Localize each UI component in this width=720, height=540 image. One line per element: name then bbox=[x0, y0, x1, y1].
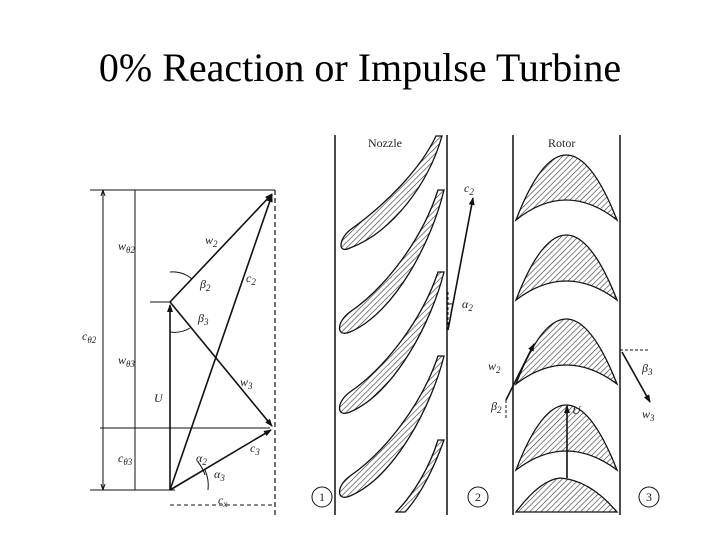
nozzle-blade bbox=[394, 439, 445, 513]
rotor-w3-vector bbox=[621, 351, 651, 403]
nozzle-alpha2-label: α2 bbox=[462, 297, 473, 313]
station-2-label: 2 bbox=[475, 490, 481, 504]
rotor-label: Rotor bbox=[548, 136, 575, 150]
rotor-blade bbox=[514, 154, 619, 223]
c3-vector bbox=[169, 429, 272, 491]
c-theta3-label: cθ3 bbox=[118, 451, 133, 467]
rotor-blade bbox=[514, 477, 619, 513]
station-1-marker bbox=[311, 486, 333, 508]
beta2-arc bbox=[169, 271, 193, 280]
rotor-u-label: U bbox=[572, 403, 582, 417]
station-1-label: 1 bbox=[319, 490, 325, 504]
station-3-label: 3 bbox=[646, 490, 652, 504]
nozzle-label: Nozzle bbox=[368, 136, 402, 150]
alpha2-arc bbox=[197, 461, 206, 476]
beta3-arc bbox=[169, 327, 191, 333]
velocity-triangle bbox=[90, 189, 276, 518]
w3-vector bbox=[169, 301, 273, 427]
cx-label: cx bbox=[218, 493, 227, 509]
c2-label: c2 bbox=[246, 271, 256, 287]
beta3-label: β3 bbox=[197, 311, 209, 327]
nozzle-blade bbox=[338, 271, 445, 414]
nozzle-blade bbox=[338, 355, 445, 498]
slide-title: 0% Reaction or Impulse Turbine bbox=[98, 45, 622, 90]
w-theta3-label: wθ3 bbox=[118, 353, 135, 369]
rotor-blade bbox=[514, 234, 619, 302]
nozzle-c2-vector bbox=[447, 197, 475, 331]
w3-label: w3 bbox=[240, 375, 253, 391]
c2-vector bbox=[169, 194, 273, 491]
c-theta2-label: cθ2 bbox=[82, 329, 97, 345]
w2-vector bbox=[169, 193, 273, 303]
alpha3-label: α3 bbox=[214, 467, 225, 483]
alpha3-arc bbox=[204, 469, 209, 491]
nozzle-blade bbox=[338, 189, 445, 334]
w2-label: w2 bbox=[205, 233, 218, 249]
nozzle-blade bbox=[340, 135, 443, 251]
beta2-label: β2 bbox=[199, 277, 211, 293]
triangle-labels: w2 c2 β2 β3 w3 U c3 α2 α3 wθ2 wθ3 cθ2 cθ… bbox=[82, 233, 260, 509]
nozzle-row: Nozzle c2 α2 bbox=[334, 135, 475, 515]
rotor-w2-vector bbox=[505, 343, 535, 401]
w-theta2-label: wθ2 bbox=[118, 239, 135, 255]
rotor-beta3-label: β3 bbox=[641, 361, 653, 377]
rotor-blade bbox=[514, 318, 619, 386]
alpha2-label: α2 bbox=[196, 451, 207, 467]
rotor-beta2-label: β2 bbox=[490, 399, 502, 415]
rotor-w2-label: w2 bbox=[488, 359, 501, 375]
station-markers: 1 2 3 bbox=[311, 486, 660, 508]
rotor-w3-label: w3 bbox=[642, 407, 655, 423]
c3-label: c3 bbox=[250, 441, 260, 457]
station-3-marker bbox=[638, 486, 660, 508]
station-2-marker bbox=[467, 486, 489, 508]
nozzle-c2-label: c2 bbox=[464, 181, 474, 197]
u-label: U bbox=[154, 391, 164, 405]
rotor-row: Rotor w2 β2 U β3 w3 bbox=[488, 135, 655, 515]
